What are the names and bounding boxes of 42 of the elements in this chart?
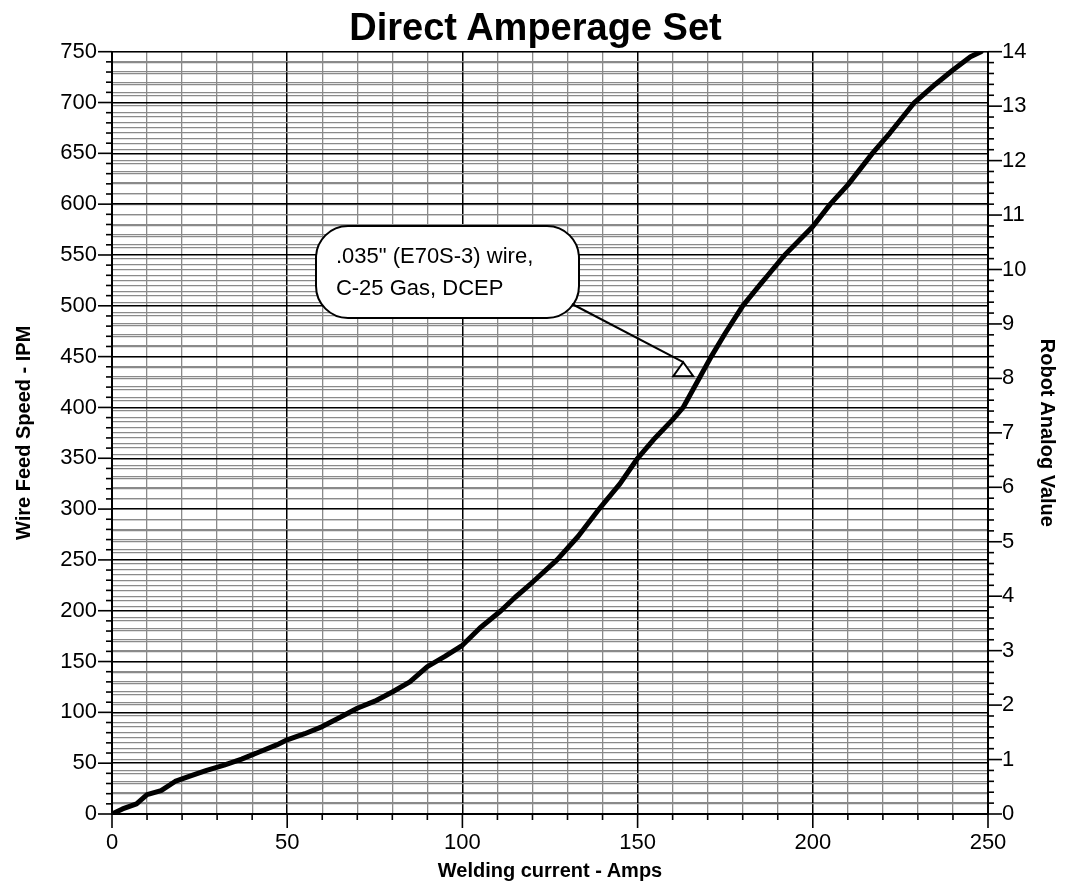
y2-tick-label: 1 bbox=[1002, 745, 1015, 771]
y-tick-label: 600 bbox=[60, 190, 97, 216]
y2-tick-label: 3 bbox=[1002, 636, 1015, 662]
y-tick-label: 250 bbox=[60, 545, 97, 571]
x-axis-title: Welding current - Amps bbox=[437, 858, 663, 881]
y2-axis-title: Robot Analog Value bbox=[1037, 338, 1060, 527]
x-tick-label: 150 bbox=[619, 829, 656, 855]
y2-tick-label: 0 bbox=[1002, 800, 1015, 826]
y2-tick-label: 11 bbox=[1002, 201, 1025, 227]
y2-tick-label: 14 bbox=[1002, 37, 1027, 63]
y-tick-label: 0 bbox=[84, 800, 97, 826]
y2-tick-label: 12 bbox=[1002, 146, 1027, 172]
y2-tick-label: 10 bbox=[1002, 255, 1027, 281]
y2-tick-label: 5 bbox=[1002, 527, 1015, 553]
y-tick-label: 350 bbox=[60, 444, 97, 470]
y2-tick-label: 8 bbox=[1002, 364, 1015, 390]
x-tick-label: 200 bbox=[794, 829, 832, 855]
y-axis-title: Wire Feed Speed - IPM bbox=[11, 325, 34, 541]
y-tick-label: 750 bbox=[60, 37, 97, 63]
y-tick-label: 150 bbox=[60, 647, 97, 673]
x-tick-label: 50 bbox=[274, 829, 300, 855]
y2-tick-label: 2 bbox=[1002, 691, 1015, 717]
y-tick-label: 450 bbox=[60, 342, 97, 368]
y-tick-label: 50 bbox=[72, 749, 97, 775]
y-tick-label: 650 bbox=[60, 139, 97, 165]
y2-tick-label: 13 bbox=[1002, 92, 1027, 118]
x-tick-label: 100 bbox=[444, 829, 481, 855]
x-tick-label: 250 bbox=[969, 829, 1007, 855]
y-tick-label: 700 bbox=[60, 88, 97, 114]
y2-tick-label: 4 bbox=[1002, 582, 1015, 608]
y-tick-label: 100 bbox=[60, 698, 97, 724]
y-tick-label: 500 bbox=[60, 291, 97, 317]
y-tick-label: 400 bbox=[60, 393, 97, 419]
x-tick-label: 0 bbox=[105, 829, 119, 855]
chart-title: Direct Amperage Set bbox=[349, 6, 723, 49]
y-tick-label: 200 bbox=[60, 596, 97, 622]
y2-tick-label: 6 bbox=[1002, 473, 1015, 499]
y2-tick-label: 7 bbox=[1002, 418, 1015, 444]
y-tick-label: 300 bbox=[60, 495, 97, 521]
y2-tick-label: 9 bbox=[1002, 310, 1015, 336]
annotation: .035" (E70S-3) wire, C-25 Gas, DCEP bbox=[335, 241, 534, 302]
y-tick-label: 550 bbox=[60, 241, 97, 267]
